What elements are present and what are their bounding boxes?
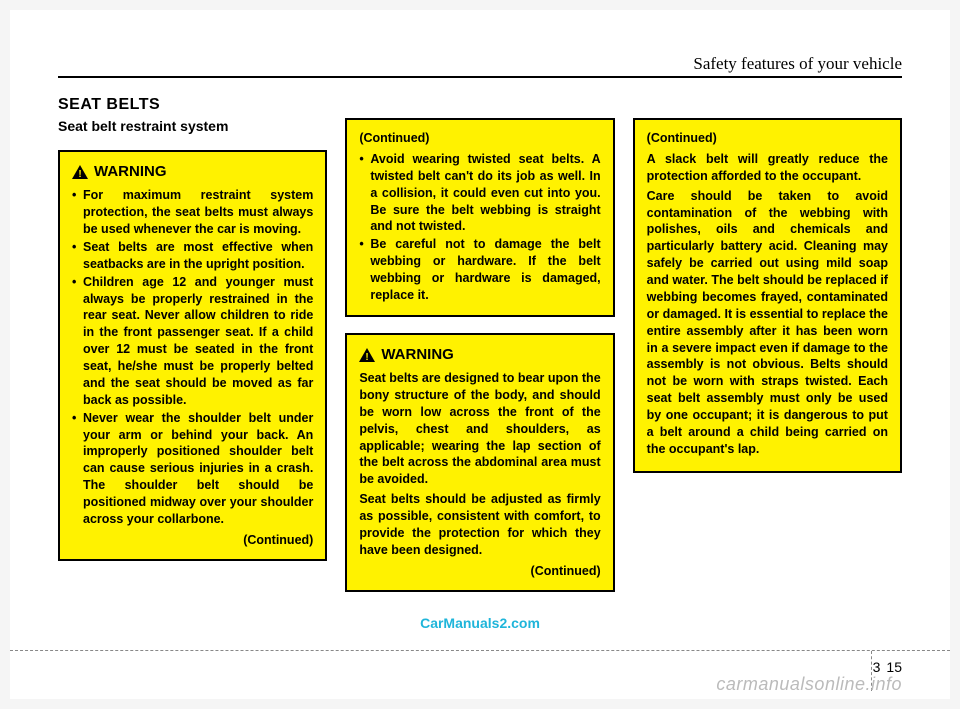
column-2: (Continued) Avoid wearing twisted seat b… [345,118,614,592]
warning-item: Never wear the shoulder belt under your … [72,410,313,528]
continued-label: (Continued) [72,532,313,549]
footer-dashed-line [10,650,950,651]
continued-label: (Continued) [647,130,888,147]
warning-paragraph: Seat belts are designed to bear upon the… [359,370,600,488]
warning-title: ! WARNING [359,345,600,365]
content-columns: Seat belt restraint system ! WARNING For… [58,118,902,592]
warning-label: WARNING [94,162,167,182]
warning-paragraph: A slack belt will greatly reduce the pro… [647,151,888,185]
warning-list-1: For maximum restraint system protection,… [72,187,313,528]
warning-item: Avoid wearing twisted seat belts. A twis… [359,151,600,235]
warning-list-2: Avoid wearing twisted seat belts. A twis… [359,151,600,304]
warning-title: ! WARNING [72,162,313,182]
warning-box-3: ! WARNING Seat belts are designed to bea… [345,333,614,592]
page-number-value: 15 [886,659,902,675]
svg-text:!: ! [366,352,369,362]
warning-item: For maximum restraint system protection,… [72,187,313,238]
column-3: (Continued) A slack belt will greatly re… [633,118,902,592]
warning-icon: ! [359,348,375,362]
warning-box-1: ! WARNING For maximum restraint system p… [58,150,327,561]
warning-item: Be careful not to damage the belt webbin… [359,236,600,304]
warning-box-2: (Continued) Avoid wearing twisted seat b… [345,118,614,317]
manual-page: Safety features of your vehicle SEAT BEL… [10,10,950,699]
continued-label: (Continued) [359,130,600,147]
page-number: 3 15 [873,659,902,675]
warning-item: Children age 12 and younger must always … [72,274,313,409]
watermark-carmanuals2: CarManuals2.com [420,615,540,631]
header-rule: Safety features of your vehicle [58,76,902,78]
warning-icon: ! [72,165,88,179]
column-1: Seat belt restraint system ! WARNING For… [58,118,327,592]
warning-item: Seat belts are most effective when seatb… [72,239,313,273]
sub-heading: Seat belt restraint system [58,118,327,134]
warning-paragraph: Care should be taken to avoid contaminat… [647,188,888,458]
continued-label: (Continued) [359,563,600,580]
watermark-carmanualsonline: carmanualsonline.info [716,674,902,695]
warning-paragraph: Seat belts should be adjusted as firmly … [359,491,600,559]
warning-box-4: (Continued) A slack belt will greatly re… [633,118,902,473]
warning-label: WARNING [381,345,454,365]
section-heading: SEAT BELTS [58,96,902,114]
chapter-title: Safety features of your vehicle [693,54,902,74]
section-number: 3 [873,659,881,675]
svg-text:!: ! [78,169,81,179]
